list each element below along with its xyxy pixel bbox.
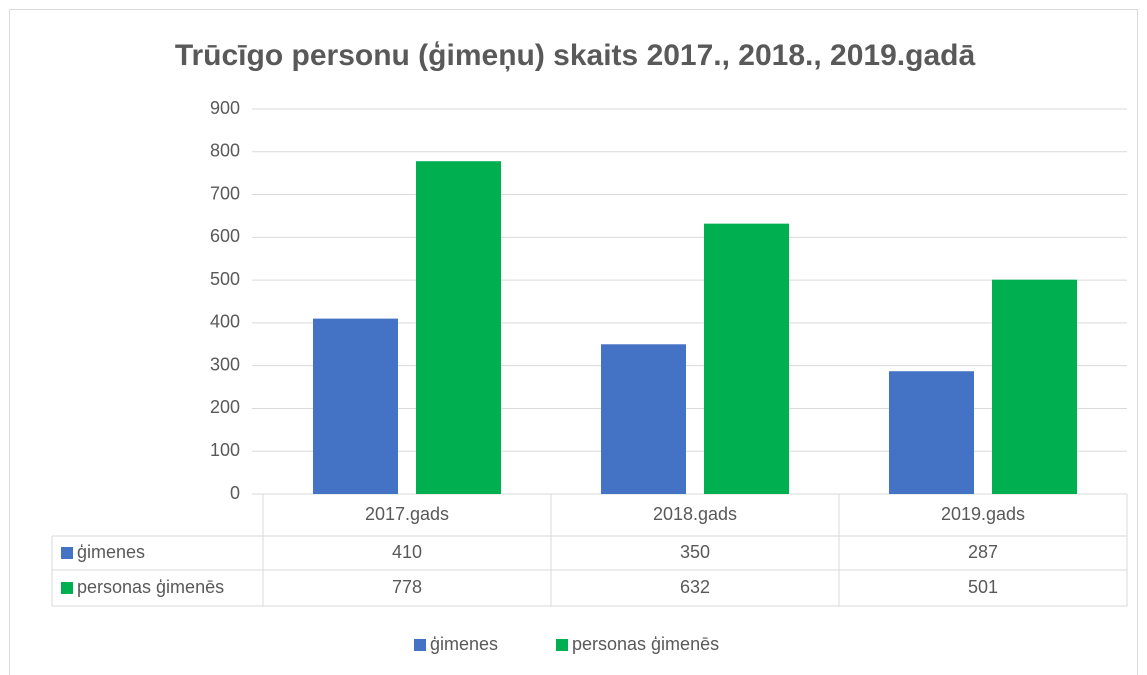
y-tick-label: 800 (210, 141, 240, 161)
legend-key (556, 639, 568, 651)
bar (889, 371, 974, 494)
table-value: 501 (968, 577, 998, 597)
x-tick-label: 2017.gads (365, 504, 449, 524)
table-legend-key (61, 582, 73, 594)
chart-border (9, 9, 1138, 675)
y-tick-label: 900 (210, 98, 240, 118)
y-tick-label: 400 (210, 312, 240, 332)
table-value: 350 (680, 542, 710, 562)
legend-label: ģimenes (430, 634, 498, 654)
legend-key (414, 639, 426, 651)
bar (601, 344, 686, 494)
y-tick-label: 700 (210, 183, 240, 203)
legend-label: personas ģimenēs (572, 634, 719, 654)
table-value: 410 (392, 542, 422, 562)
y-tick-label: 500 (210, 269, 240, 289)
chart-title: Trūcīgo personu (ģimeņu) skaits 2017., 2… (175, 39, 976, 72)
y-tick-label: 100 (210, 440, 240, 460)
x-tick-label: 2018.gads (653, 504, 737, 524)
table-row-label: personas ģimenēs (77, 577, 224, 597)
y-tick-label: 200 (210, 397, 240, 417)
y-tick-label: 600 (210, 226, 240, 246)
y-tick-label: 300 (210, 354, 240, 374)
bar (704, 223, 789, 494)
table-legend-key (61, 547, 73, 559)
x-tick-label: 2019.gads (941, 504, 1025, 524)
bar (416, 161, 501, 494)
table-value: 287 (968, 542, 998, 562)
y-tick-label: 0 (230, 483, 240, 503)
table-row-label: ģimenes (77, 542, 145, 562)
bar (992, 279, 1077, 494)
table-value: 632 (680, 577, 710, 597)
bar (313, 318, 398, 494)
table-value: 778 (392, 577, 422, 597)
